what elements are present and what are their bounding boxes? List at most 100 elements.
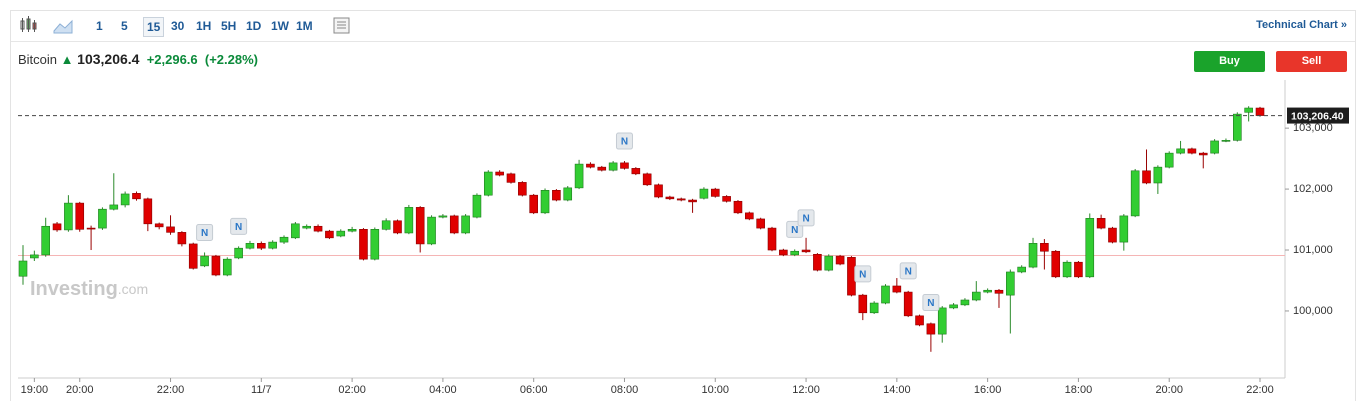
y-tick-label: 100,000 <box>1293 305 1333 317</box>
news-marker[interactable]: N22:45 <box>196 223 214 241</box>
interval-button[interactable]: 1W <box>271 19 289 33</box>
candle-down <box>926 323 936 335</box>
candle-up <box>937 307 947 335</box>
x-tick-label: 19:00 <box>21 384 49 396</box>
candle-up <box>1017 266 1026 273</box>
candle-down <box>552 190 561 201</box>
interval-button[interactable]: 15 <box>143 17 165 37</box>
candle-down <box>75 202 85 230</box>
candle-down <box>586 163 595 168</box>
candle-up <box>1210 140 1219 154</box>
candle-down <box>915 315 924 326</box>
candle-down <box>359 229 368 260</box>
candle-down <box>654 184 663 198</box>
candle-up <box>336 230 346 237</box>
watermark-brand: Investing <box>30 278 118 300</box>
table-icon[interactable] <box>332 16 352 36</box>
candle-up <box>869 302 879 314</box>
candle-down <box>518 182 527 196</box>
candle-up <box>268 241 277 249</box>
interval-button[interactable]: 1M <box>296 19 313 33</box>
candle-down <box>177 232 187 245</box>
interval-button[interactable]: 1 <box>96 19 103 33</box>
candle-down <box>1074 261 1083 278</box>
candle-up <box>699 188 709 199</box>
candle-up <box>41 225 50 256</box>
x-tick-label: 06:00 <box>520 384 548 396</box>
news-label: N <box>621 137 628 148</box>
interval-button[interactable]: 5 <box>121 19 128 33</box>
last-price-label: 103,206.40 <box>1291 110 1344 122</box>
candle-up <box>790 250 800 256</box>
news-label: N <box>201 228 208 239</box>
x-tick-label: 12:00 <box>792 384 820 396</box>
news-marker[interactable]: N14:15 <box>899 262 917 280</box>
candle-down <box>801 249 811 253</box>
news-marker[interactable]: N14:45 <box>922 294 940 312</box>
candle-up <box>540 190 550 214</box>
candle-down <box>1142 170 1151 184</box>
candle-down <box>1108 227 1117 243</box>
candle-down <box>211 255 221 276</box>
candle-up <box>1153 166 1163 184</box>
news-label: N <box>905 266 912 277</box>
candle-up <box>1130 170 1140 217</box>
x-tick-label: 18:00 <box>1065 384 1093 396</box>
x-tick-label: 14:00 <box>883 384 911 396</box>
candle-up <box>279 236 289 243</box>
interval-button[interactable]: 5H <box>221 19 237 33</box>
candle-down <box>506 173 516 183</box>
candle-up <box>574 163 584 189</box>
candle-icon[interactable] <box>17 14 41 38</box>
candle-down <box>688 199 697 203</box>
candle-up <box>1028 243 1038 268</box>
news-box <box>854 265 872 283</box>
buy-button[interactable]: Buy <box>1194 51 1265 72</box>
price: 103,206.4 <box>77 51 140 67</box>
candle-up <box>1233 113 1242 141</box>
news-box <box>899 262 917 280</box>
x-tick-label: 20:00 <box>66 384 94 396</box>
news-marker[interactable]: N08:00 <box>615 132 633 150</box>
candle-down <box>449 215 459 234</box>
candle-down <box>86 227 96 230</box>
news-marker[interactable]: N23:30 <box>230 217 248 235</box>
y-tick-label: 101,000 <box>1293 244 1333 256</box>
interval-button[interactable]: 1H <box>196 19 212 33</box>
candle-down <box>1187 148 1197 154</box>
interval-button[interactable]: 1D <box>246 19 262 33</box>
watermark-suffix: .com <box>118 281 148 297</box>
up-arrow: ▲ <box>60 52 74 67</box>
news-box <box>922 294 940 312</box>
candle-down <box>676 198 686 201</box>
candle-up <box>1221 140 1231 142</box>
candle-down <box>188 243 198 269</box>
news-marker[interactable]: N12:00 <box>797 209 815 227</box>
candle-up <box>472 194 482 218</box>
change-percent: (+2.28%) <box>204 52 259 67</box>
candle-down <box>313 225 323 232</box>
candle-up <box>438 215 448 218</box>
candle-up <box>1062 261 1072 278</box>
technical-chart-link[interactable]: Technical Chart » <box>1256 19 1347 31</box>
candle-down <box>835 255 845 265</box>
candle-up <box>983 289 992 293</box>
news-label: N <box>791 225 798 236</box>
news-box <box>615 132 633 150</box>
news-label: N <box>859 270 866 281</box>
sell-button[interactable]: Sell <box>1276 51 1347 72</box>
widget: 1 5 15 30 1H 5H 1D 1W 1M Technical Chart » Bitco… <box>10 10 1356 401</box>
news-marker[interactable]: N13:15 <box>854 265 872 283</box>
candle-down <box>1096 218 1106 229</box>
asset-name: Bitcoin <box>18 52 58 67</box>
candle-up <box>234 247 243 259</box>
candle-up <box>347 229 357 232</box>
candle-up <box>1176 148 1185 154</box>
interval-button[interactable]: 30 <box>171 19 185 33</box>
candle-down <box>143 198 153 225</box>
candle-up <box>1164 152 1174 168</box>
candle-down <box>257 243 266 249</box>
candle-up <box>1244 107 1253 113</box>
candle-up <box>30 254 39 259</box>
area-icon[interactable] <box>51 15 75 39</box>
